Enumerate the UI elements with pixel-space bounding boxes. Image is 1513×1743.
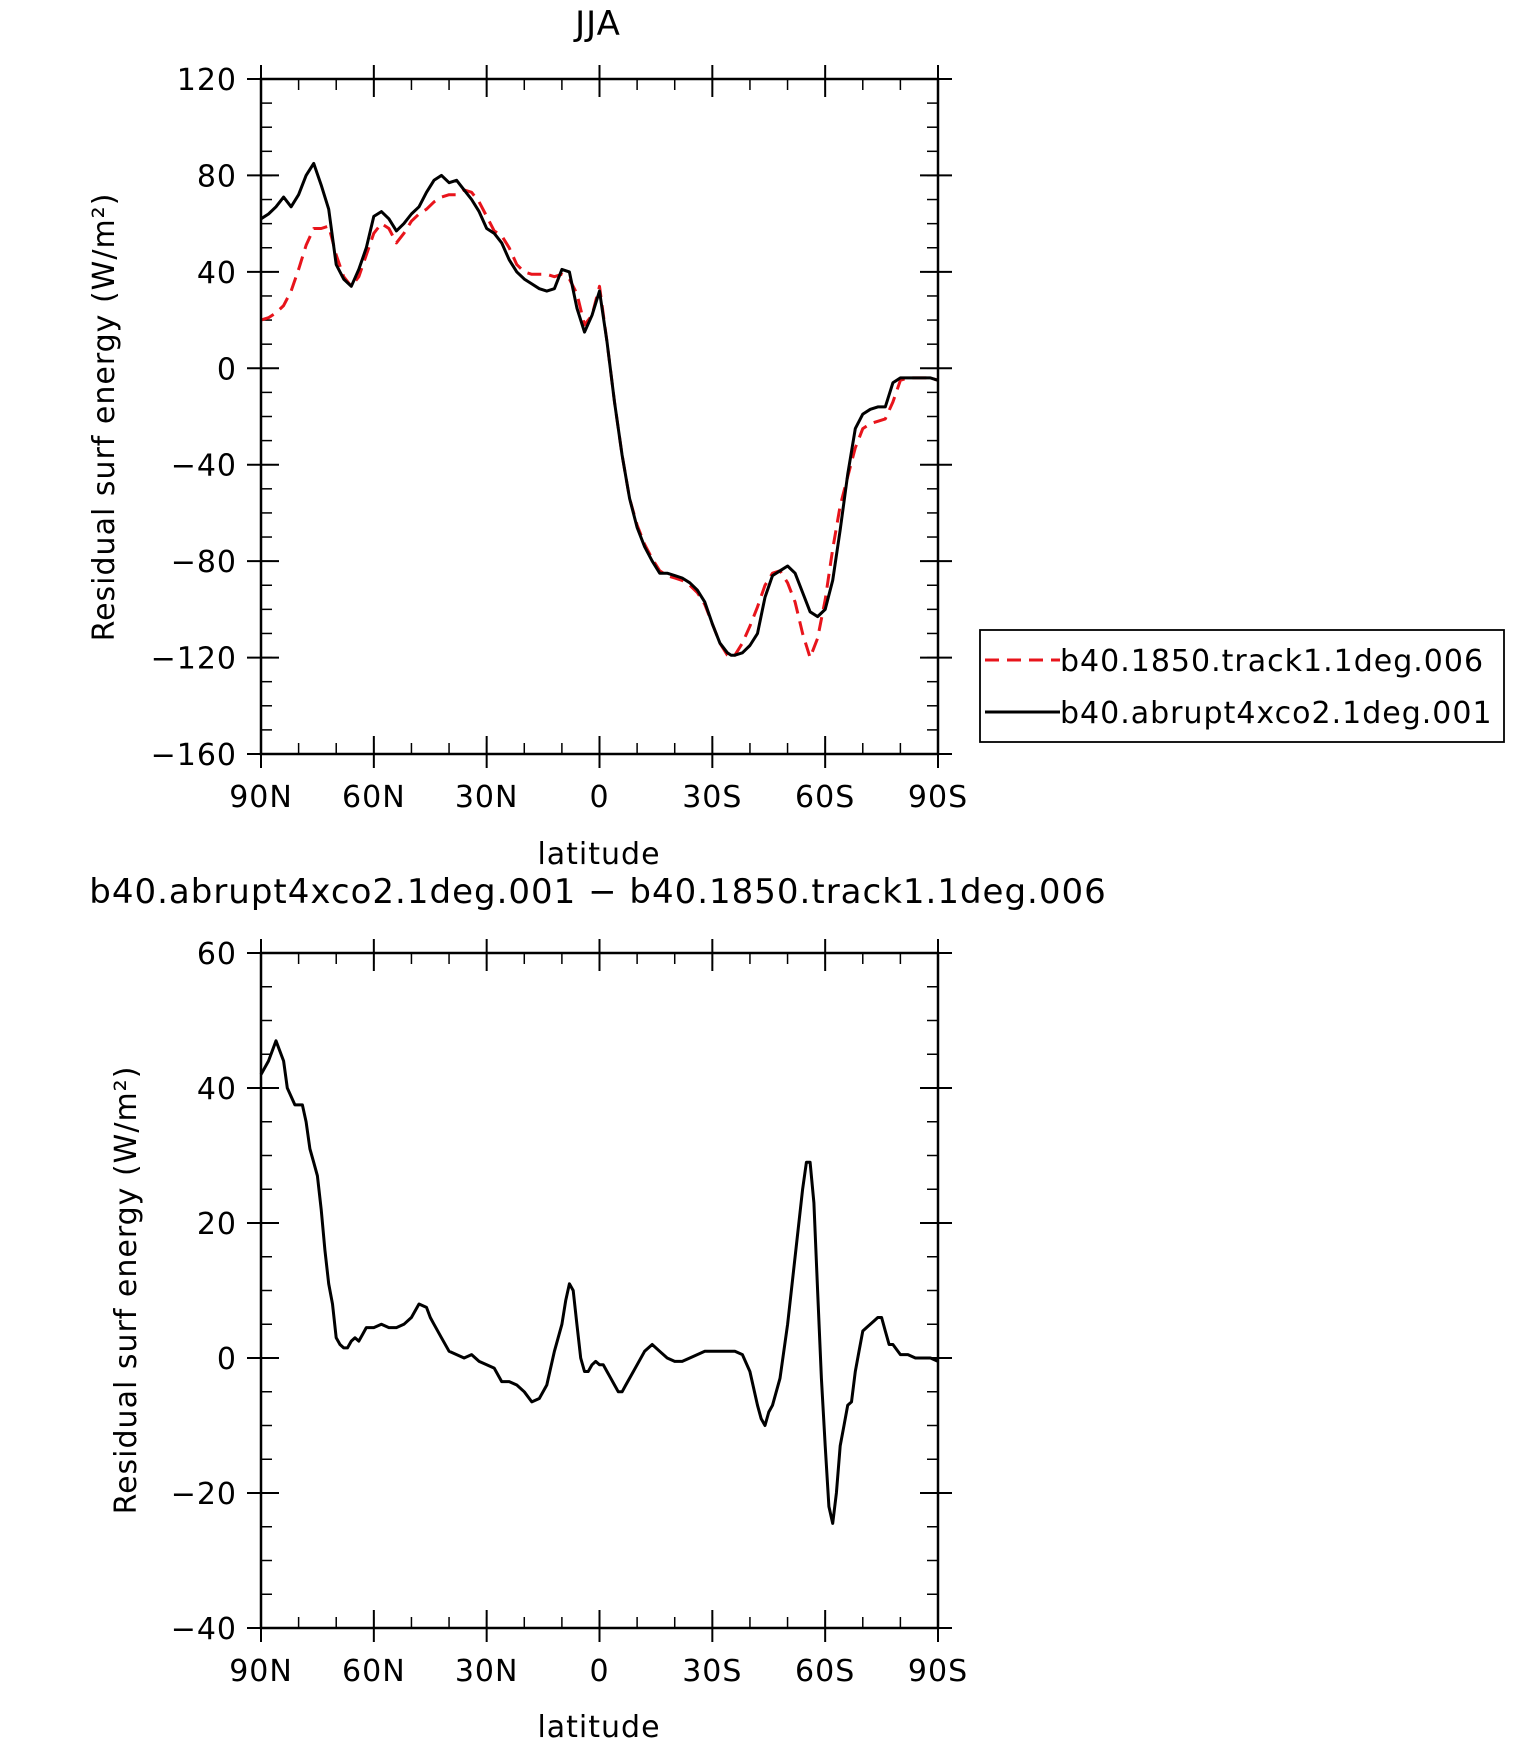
y-tick-label: −120	[151, 642, 237, 677]
top-panel: JJA 90N 60N 30N 0 30S 60S 90S 120 80 40 0 −40 −80 −1…	[87, 4, 1505, 872]
y-tick-label: −80	[171, 545, 237, 580]
y-tick-label: 0	[217, 1342, 237, 1377]
x-tick-label: 30S	[682, 1654, 742, 1689]
x-tick-labels-bottom: 90N 60N 30N 0 30S 60S 90S	[229, 1654, 968, 1689]
bottom-panel: b40.abrupt4xco2.1deg.001 − b40.1850.trac…	[89, 872, 1107, 1743]
x-tick-label: 30N	[455, 1654, 519, 1689]
x-tick-label: 0	[589, 780, 609, 815]
legend-box	[979, 629, 1505, 743]
x-tick-label: 90N	[229, 780, 293, 815]
y-tick-labels-top: 120 80 40 0 −40 −80 −120 −160	[151, 63, 237, 773]
y-tick-label: −20	[171, 1477, 237, 1512]
y-axis-label: Residual surf energy (W/m²)	[109, 1066, 144, 1515]
x-tick-label: 60N	[342, 780, 406, 815]
minor-ticks-bottom	[260, 952, 939, 1629]
x-tick-label: 60S	[795, 1654, 855, 1689]
plot-frame-bottom	[259, 951, 940, 1630]
plot-frame-top	[259, 77, 940, 756]
chart-title: JJA	[573, 4, 621, 44]
x-tick-label: 30N	[455, 780, 519, 815]
minor-ticks-top	[260, 78, 939, 755]
y-tick-labels-bottom: 60 40 20 0 −20 −40	[171, 937, 237, 1647]
legend-label-control: b40.1850.track1.1deg.006	[1060, 644, 1484, 679]
x-tick-label: 60N	[342, 1654, 406, 1689]
series-layer-bottom	[259, 1039, 939, 1525]
y-tick-label: 40	[197, 1072, 237, 1107]
difference-chart-title: b40.abrupt4xco2.1deg.001 − b40.1850.trac…	[89, 872, 1107, 912]
y-tick-label: 0	[217, 352, 237, 387]
x-tick-label: 90S	[908, 1654, 968, 1689]
major-ticks-top	[247, 65, 952, 768]
y-tick-label: −40	[171, 449, 237, 484]
x-tick-labels-top: 90N 60N 30N 0 30S 60S 90S	[229, 780, 968, 815]
y-tick-label: −160	[151, 738, 237, 773]
y-tick-label: 60	[197, 937, 237, 972]
x-tick-label: 90S	[908, 780, 968, 815]
x-tick-label: 0	[589, 1654, 609, 1689]
y-tick-label: 120	[177, 63, 237, 98]
series-line-1	[260, 161, 939, 657]
major-ticks-bottom	[247, 939, 952, 1642]
x-tick-label: 60S	[795, 780, 855, 815]
y-tick-label: 20	[197, 1207, 237, 1242]
y-axis-label: Residual surf energy (W/m²)	[87, 193, 122, 642]
legend-label-4xco2: b40.abrupt4xco2.1deg.001	[1060, 696, 1493, 731]
x-axis-label: latitude	[537, 837, 660, 872]
y-tick-label: 80	[197, 159, 237, 194]
y-tick-label: 40	[197, 256, 237, 291]
legend: b40.1850.track1.1deg.006 b40.abrupt4xco2…	[979, 629, 1505, 743]
series-layer-top	[260, 161, 939, 660]
series-line-0	[259, 1039, 939, 1525]
x-tick-label: 30S	[682, 780, 742, 815]
y-tick-label: −40	[171, 1612, 237, 1647]
x-axis-label: latitude	[537, 1710, 660, 1743]
x-tick-label: 90N	[229, 1654, 293, 1689]
